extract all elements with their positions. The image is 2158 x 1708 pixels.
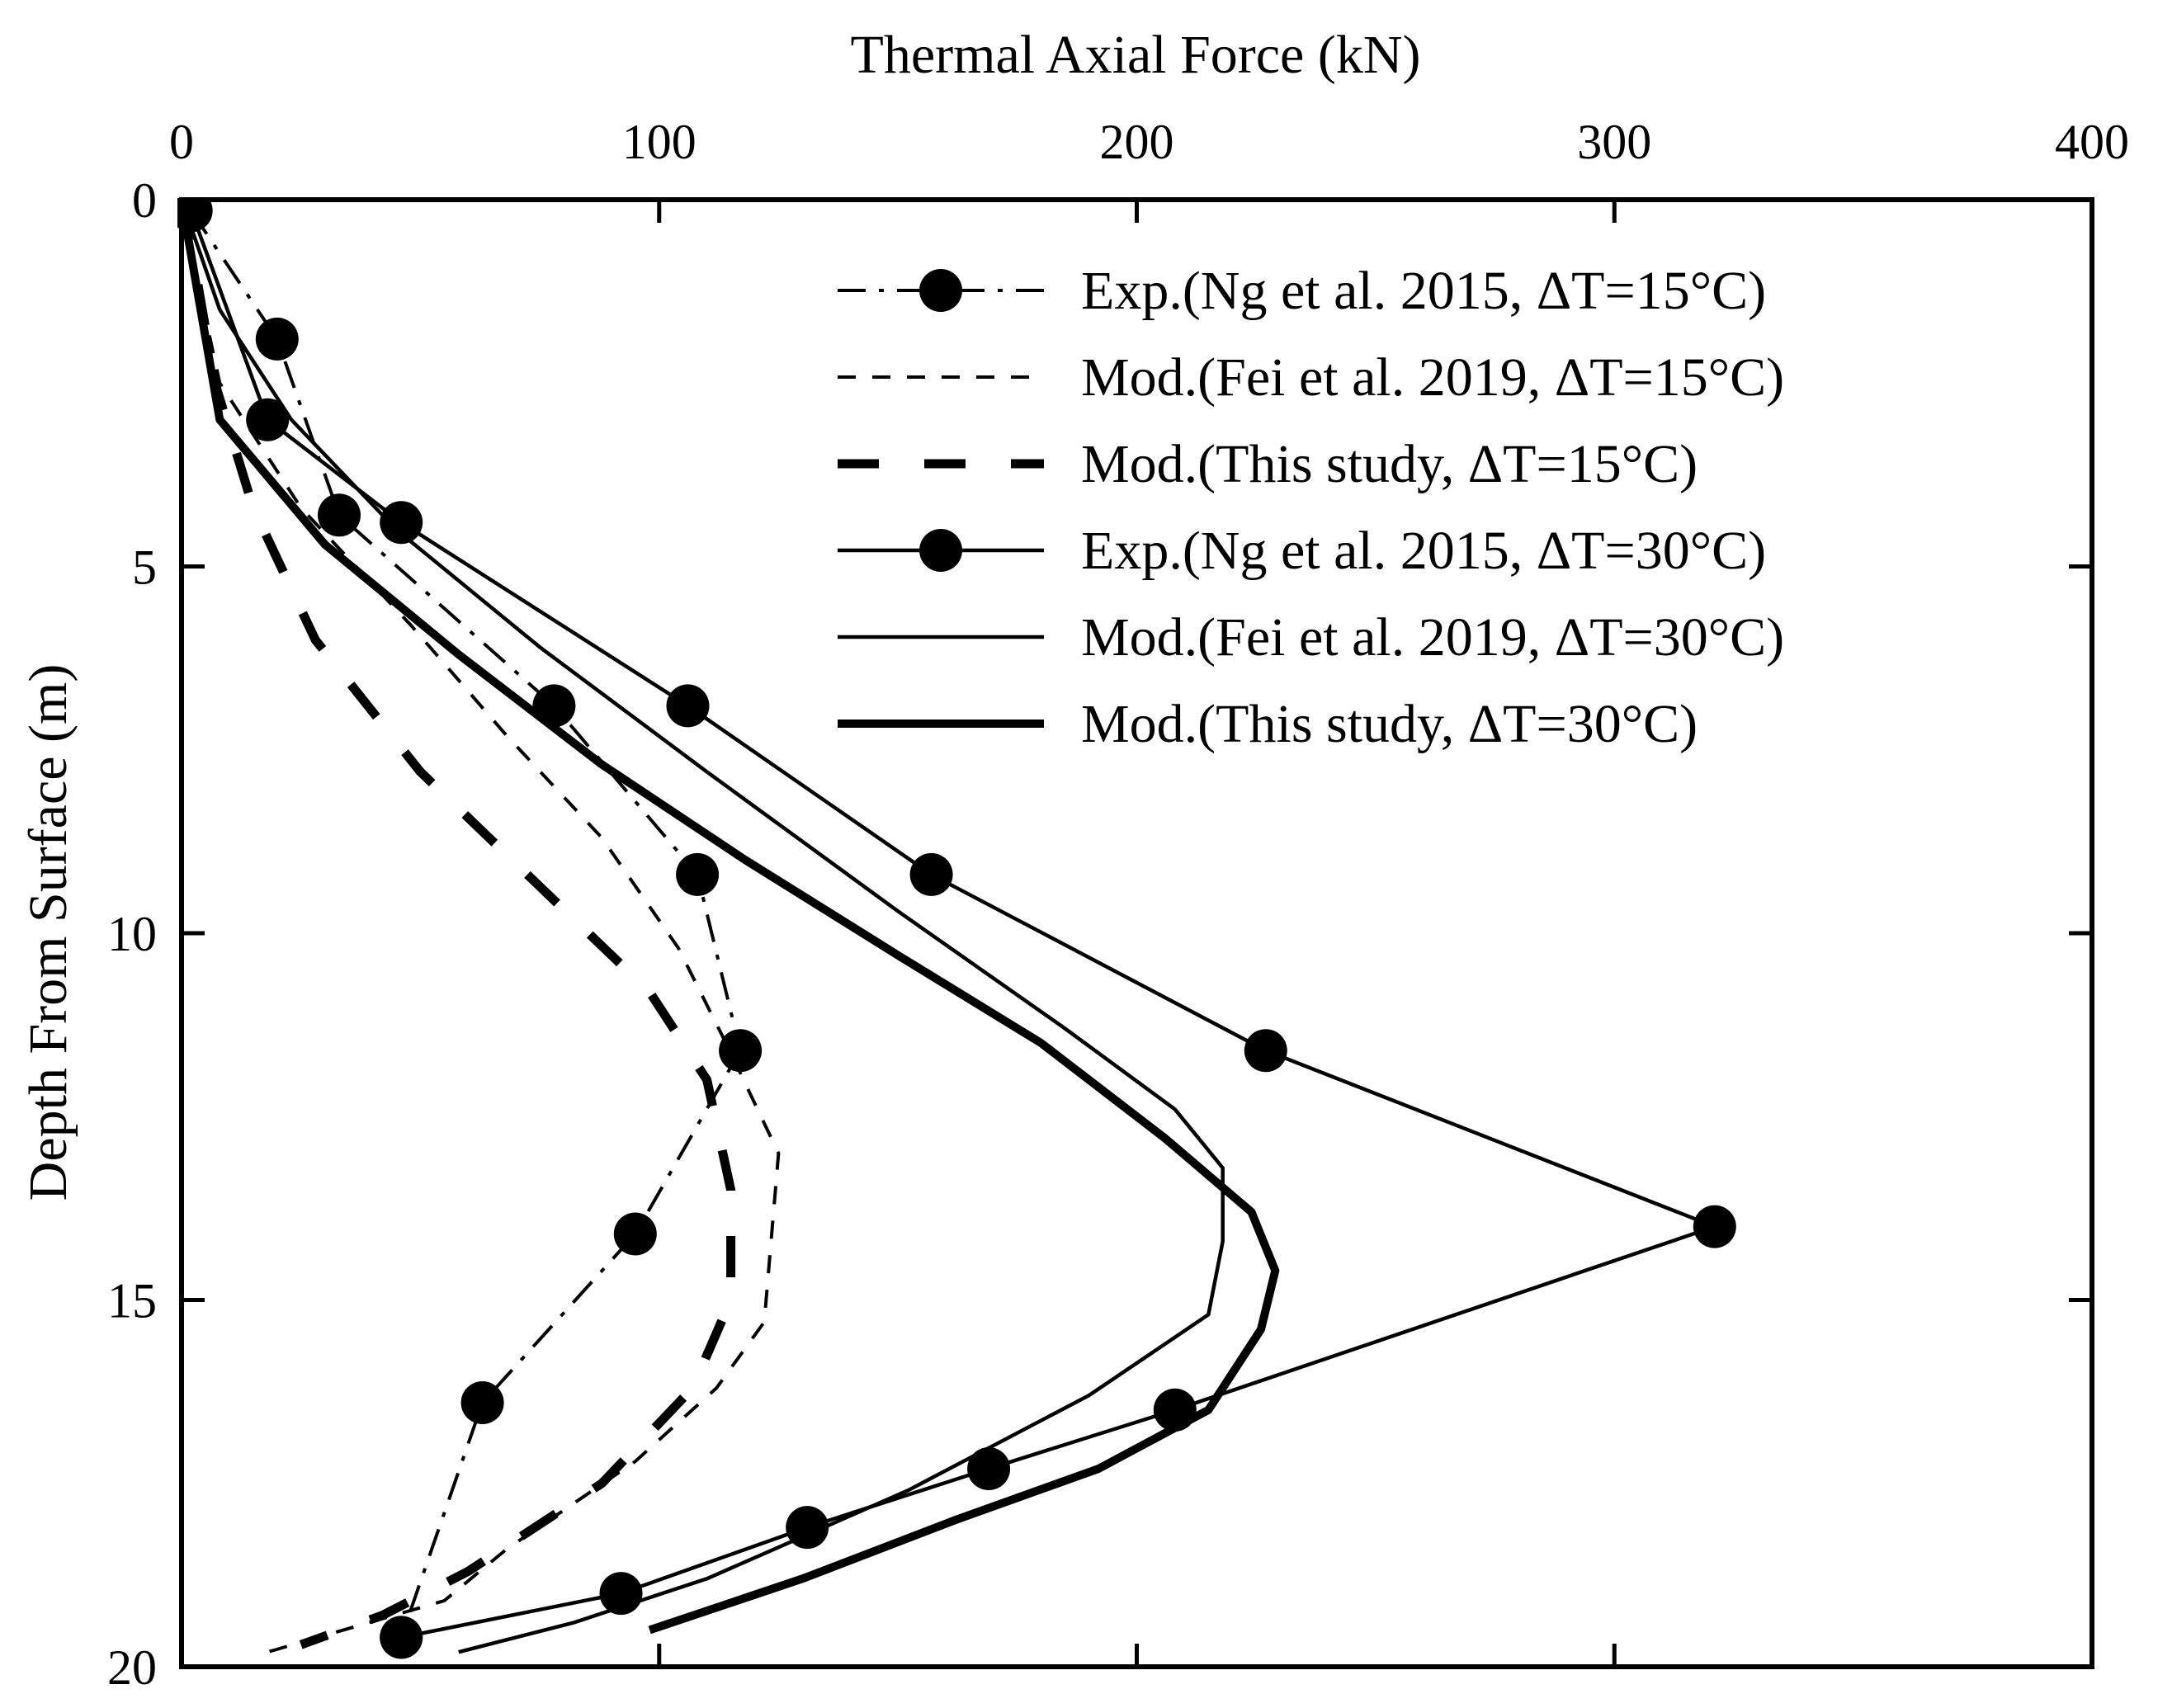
legend-label-4: Mod.(Fei et al. 2019, ΔT=30°C) bbox=[1081, 607, 1784, 668]
axis-layer: 0 100 200 300 400 0 5 10 15 20 bbox=[107, 115, 2129, 1695]
x-tick-label-2: 200 bbox=[1100, 115, 1174, 169]
series-0-point-5 bbox=[719, 1029, 763, 1073]
series-5-line bbox=[177, 199, 1280, 1635]
series-4 bbox=[179, 199, 1225, 1654]
series-layer bbox=[177, 198, 1736, 1659]
legend-item-4: Mod.(Fei et al. 2019, ΔT=30°C) bbox=[838, 607, 1784, 668]
series-3-point-4 bbox=[909, 852, 953, 896]
legend-label-0: Exp.(Ng et al. 2015, ΔT=15°C) bbox=[1081, 261, 1766, 321]
series-3-point-11 bbox=[380, 1616, 423, 1659]
legend-label-3: Exp.(Ng et al. 2015, ΔT=30°C) bbox=[1081, 521, 1766, 581]
legend-label-1: Mod.(Fei et al. 2019, ΔT=15°C) bbox=[1081, 347, 1784, 408]
y-tick-label-0: 0 bbox=[132, 173, 157, 228]
y-tick-label-3: 15 bbox=[107, 1274, 157, 1328]
x-axis-title: Thermal Axial Force (kN) bbox=[851, 25, 1421, 85]
legend-item-0: Exp.(Ng et al. 2015, ΔT=15°C) bbox=[838, 261, 1766, 321]
x-tick-label-3: 300 bbox=[1577, 115, 1651, 169]
series-0-point-1 bbox=[255, 317, 299, 361]
series-0-point-4 bbox=[676, 852, 720, 896]
legend-item-5: Mod.(This study, ΔT=30°C) bbox=[838, 694, 1698, 754]
series-3-point-6 bbox=[1693, 1205, 1736, 1248]
series-0 bbox=[177, 198, 763, 1659]
legend-item-1: Mod.(Fei et al. 2019, ΔT=15°C) bbox=[838, 347, 1784, 408]
series-3-point-1 bbox=[246, 398, 290, 441]
series-3-line bbox=[189, 210, 1717, 1640]
legend-item-2: Mod.(This study, ΔT=15°C) bbox=[838, 434, 1698, 494]
x-tick-label-0: 0 bbox=[169, 115, 194, 169]
legend-marker-0 bbox=[919, 269, 962, 312]
x-tick-label-1: 100 bbox=[622, 115, 697, 169]
legend-marker-3 bbox=[919, 529, 962, 572]
series-3-point-2 bbox=[380, 501, 423, 545]
series-4-line bbox=[179, 199, 1225, 1654]
series-0-point-2 bbox=[318, 493, 361, 537]
y-tick-label-4: 20 bbox=[107, 1640, 157, 1695]
series-2 bbox=[177, 198, 736, 1649]
legend-label-2: Mod.(This study, ΔT=15°C) bbox=[1081, 434, 1698, 494]
y-tick-label-2: 10 bbox=[107, 907, 157, 961]
series-3 bbox=[177, 198, 1736, 1659]
legend-item-3: Exp.(Ng et al. 2015, ΔT=30°C) bbox=[838, 521, 1766, 581]
y-tick-label-1: 5 bbox=[132, 540, 157, 595]
series-2-line bbox=[177, 198, 736, 1649]
y-axis-title: Depth From Surface (m) bbox=[18, 664, 78, 1201]
legend: Exp.(Ng et al. 2015, ΔT=15°C) Mod.(Fei et… bbox=[838, 261, 1784, 754]
legend-label-5: Mod.(This study, ΔT=30°C) bbox=[1081, 694, 1698, 754]
series-3-point-3 bbox=[666, 684, 710, 728]
series-3-point-8 bbox=[967, 1447, 1011, 1490]
series-3-point-5 bbox=[1244, 1029, 1287, 1073]
x-tick-label-4: 400 bbox=[2055, 115, 2129, 169]
series-0-point-6 bbox=[613, 1212, 657, 1256]
series-5 bbox=[177, 199, 1280, 1635]
series-0-point-7 bbox=[460, 1381, 504, 1424]
